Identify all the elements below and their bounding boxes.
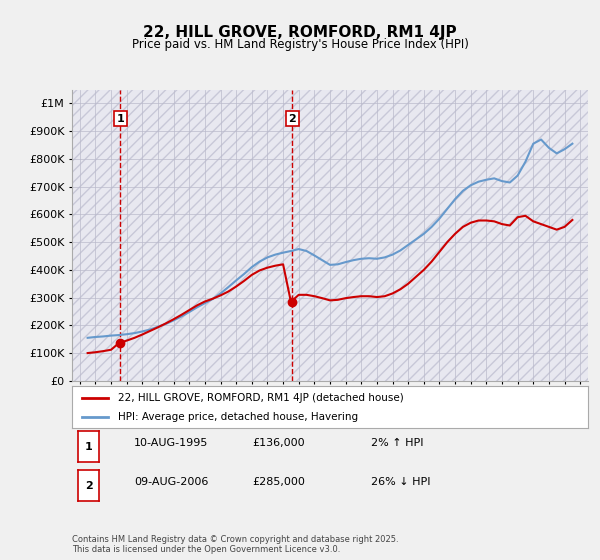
Text: 26% ↓ HPI: 26% ↓ HPI [371,478,431,487]
Text: 10-AUG-1995: 10-AUG-1995 [134,438,208,448]
Text: HPI: Average price, detached house, Havering: HPI: Average price, detached house, Have… [118,412,359,422]
Text: 1: 1 [116,114,124,124]
Text: 09-AUG-2006: 09-AUG-2006 [134,478,208,487]
Text: 2: 2 [289,114,296,124]
Text: Contains HM Land Registry data © Crown copyright and database right 2025.
This d: Contains HM Land Registry data © Crown c… [72,535,398,554]
Text: Price paid vs. HM Land Registry's House Price Index (HPI): Price paid vs. HM Land Registry's House … [131,38,469,51]
Text: 2% ↑ HPI: 2% ↑ HPI [371,438,424,448]
Text: £285,000: £285,000 [253,478,305,487]
Text: 2: 2 [85,481,92,491]
Text: 1: 1 [85,442,92,451]
Text: £136,000: £136,000 [253,438,305,448]
Text: 22, HILL GROVE, ROMFORD, RM1 4JP (detached house): 22, HILL GROVE, ROMFORD, RM1 4JP (detach… [118,393,404,403]
Text: 22, HILL GROVE, ROMFORD, RM1 4JP: 22, HILL GROVE, ROMFORD, RM1 4JP [143,25,457,40]
